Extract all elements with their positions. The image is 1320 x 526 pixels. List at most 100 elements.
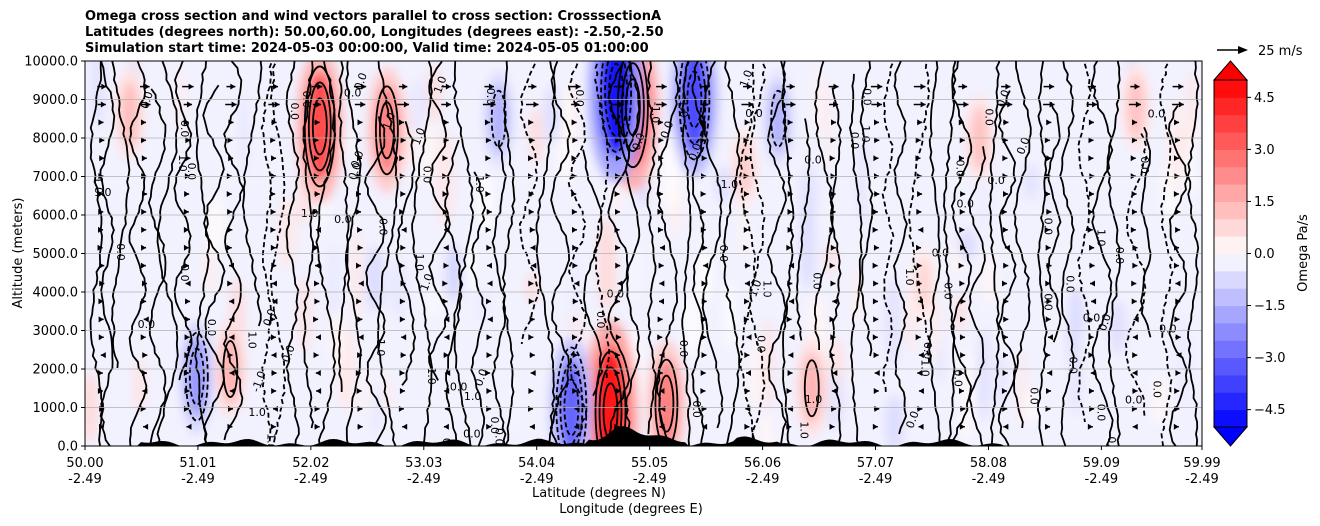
- contour-label: 0.0: [1151, 381, 1164, 399]
- wind-vector-head: [790, 101, 796, 108]
- wind-vector-head: [832, 370, 838, 377]
- contour-line: [795, 118, 811, 341]
- wind-vector-head: [1131, 280, 1137, 287]
- wind-vector-head: [486, 298, 492, 305]
- wind-vector-head: [141, 244, 147, 251]
- wind-vector-head: [701, 155, 707, 162]
- wind-vector: [786, 316, 792, 323]
- wind-vector: [960, 191, 966, 198]
- x-tick-label-lon: -2.49: [1185, 472, 1219, 487]
- wind-vector: [1174, 244, 1180, 251]
- wind-vector: [659, 244, 665, 251]
- wind-vector-head: [572, 387, 578, 394]
- contour-label: 1.0: [760, 280, 773, 298]
- title-line-2: Latitudes (degrees north): 50.00,60.00, …: [85, 25, 664, 40]
- wind-vector-head: [873, 155, 879, 162]
- wind-vector: [829, 226, 835, 233]
- wind-vector-head: [574, 101, 580, 108]
- wind-vector: [744, 280, 751, 287]
- wind-vector-head: [1046, 387, 1052, 394]
- wind-vector-head: [357, 226, 363, 233]
- wind-vector-head: [315, 226, 321, 233]
- wind-vector: [227, 208, 233, 215]
- wind-vector-head: [485, 155, 491, 162]
- wind-vector-head: [1088, 191, 1094, 198]
- wind-vector: [225, 101, 237, 108]
- omega-feature: [305, 71, 335, 182]
- wind-vector-head: [227, 423, 233, 430]
- wind-vector: [958, 370, 964, 377]
- contour-label: 0.0: [1096, 312, 1114, 333]
- colorbar-band: [1214, 166, 1247, 185]
- wind-vector-head: [1132, 423, 1138, 430]
- wind-vector-head: [917, 119, 923, 126]
- wind-vector: [227, 280, 233, 287]
- wind-vector: [311, 83, 323, 90]
- x-tick-label-lat: 53.03: [405, 456, 442, 471]
- wind-vector: [402, 423, 408, 430]
- wind-vector: [831, 119, 837, 126]
- contour-label: -1.0: [717, 178, 738, 191]
- wind-vector-head: [829, 262, 835, 269]
- contour-label: 1.0: [246, 331, 259, 349]
- omega-feature: [915, 256, 932, 313]
- wind-vector: [918, 387, 924, 394]
- omega-feature: [120, 81, 139, 148]
- contour-line: [89, 61, 104, 446]
- wind-vector-head: [960, 352, 966, 359]
- contour-line: [950, 61, 973, 446]
- wind-vector-head: [402, 423, 408, 430]
- wind-vector: [1086, 101, 1098, 108]
- y-tick-label: 1000.0: [33, 401, 79, 416]
- wind-vector-head: [485, 191, 491, 198]
- wind-vector: [916, 208, 922, 215]
- wind-vector: [571, 119, 577, 126]
- wind-vector: [829, 155, 835, 162]
- wind-vector: [269, 316, 275, 323]
- wind-vector: [314, 423, 320, 430]
- wind-vector: [701, 316, 707, 323]
- wind-vector: [271, 155, 277, 162]
- colorbar-label: Omega Pa/s: [1296, 214, 1311, 292]
- omega-cell: [436, 128, 454, 229]
- wind-vector-head: [614, 316, 620, 323]
- contour-line: [535, 61, 556, 446]
- contour-line: [582, 149, 604, 397]
- wind-vector: [442, 298, 448, 305]
- wind-vector-head: [872, 423, 878, 430]
- wind-vector: [399, 208, 405, 215]
- wind-vector: [1002, 155, 1008, 162]
- contour-label: 0.0: [450, 381, 468, 394]
- contour-label: 0.0: [1138, 156, 1151, 174]
- wind-vector-head: [1134, 83, 1140, 90]
- wind-vector: [872, 334, 878, 341]
- omega-cell: [570, 242, 582, 339]
- wind-vector: [99, 280, 105, 287]
- wind-vector: [487, 280, 493, 287]
- wind-vector-head: [144, 83, 150, 90]
- wind-vector-head: [789, 83, 795, 90]
- contour-line: [748, 61, 767, 446]
- contour-line: [656, 61, 679, 446]
- wind-vector-head: [829, 155, 835, 162]
- wind-vector: [830, 137, 836, 144]
- wind-vector-head: [572, 352, 578, 359]
- wind-vector: [97, 101, 106, 108]
- contour-label: 1.0: [248, 406, 266, 419]
- wind-vector-head: [140, 334, 146, 341]
- wind-vector: [1131, 191, 1137, 198]
- wind-vector-head: [1175, 280, 1181, 287]
- wind-vector: [873, 191, 880, 198]
- contour-loop: [188, 347, 205, 406]
- wind-vector: [528, 191, 534, 198]
- wind-vector-head: [614, 191, 620, 198]
- wind-vector-head: [1002, 280, 1008, 287]
- contour-label: 0.0: [1159, 322, 1177, 335]
- wind-vector-head: [872, 208, 878, 215]
- wind-vector: [357, 316, 363, 323]
- wind-vector: [183, 262, 189, 269]
- wind-vector: [399, 298, 405, 305]
- contour-label: 1.0: [265, 433, 278, 451]
- wind-vector: [789, 334, 795, 341]
- wind-vector: [615, 155, 621, 162]
